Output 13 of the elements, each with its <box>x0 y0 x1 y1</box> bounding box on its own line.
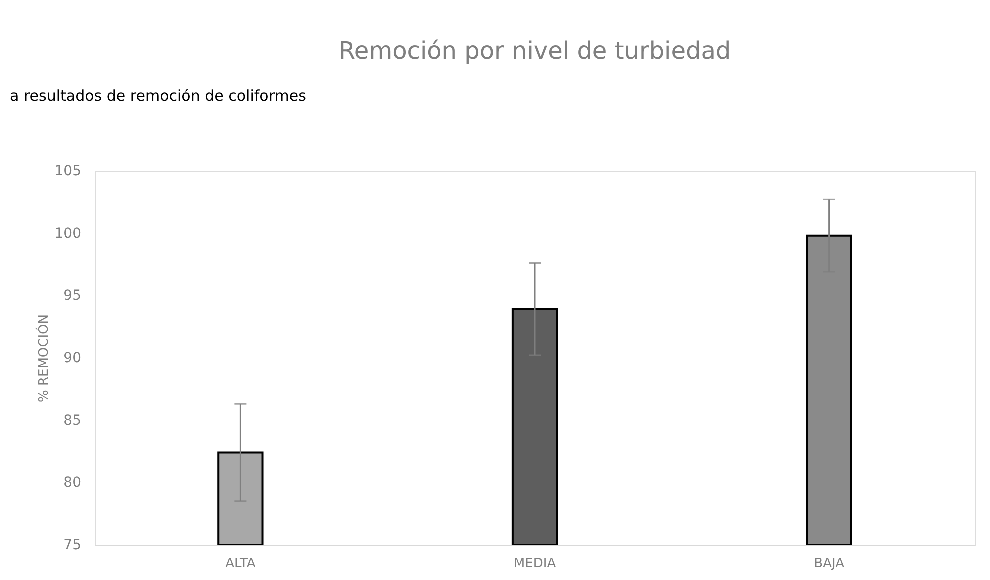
text: a resultados de remoción de coliformes <box>10 87 307 105</box>
y-tick-label: 85 <box>64 412 82 429</box>
y-tick-label: 75 <box>64 538 82 554</box>
y-tick-label: 80 <box>64 475 82 492</box>
y-tick-label: 90 <box>64 350 82 366</box>
y-tick-label: 105 <box>54 164 82 180</box>
x-tick-label: ALTA <box>226 556 256 572</box>
y-tick-label: 95 <box>64 288 82 304</box>
x-tick-label: MEDIA <box>514 556 556 572</box>
chart-title: Remoción por nivel de turbiedad <box>338 37 732 65</box>
y-axis-title: % REMOCIÓN <box>34 314 52 403</box>
y-tick-label: 100 <box>54 226 82 242</box>
x-tick-label: BAJA <box>814 556 845 572</box>
